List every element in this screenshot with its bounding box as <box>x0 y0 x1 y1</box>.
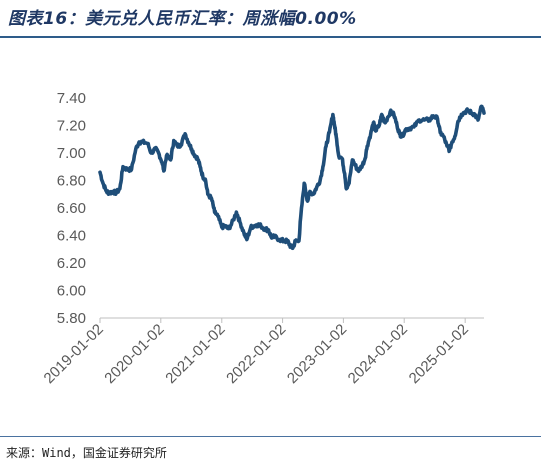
x-tick-label: 2019-01-02 <box>41 321 107 387</box>
x-axis-ticks: 2019-01-022020-01-022021-01-022022-01-02… <box>41 318 472 387</box>
bottom-rule <box>0 436 541 437</box>
chart-title: 图表16：美元兑人民币汇率：周涨幅0.00% <box>8 9 357 29</box>
y-tick-label: 5.80 <box>57 310 86 327</box>
y-axis-ticks: 5.80 6.00 6.20 6.40 6.60 6.80 7.00 7.20 7.40 <box>57 90 86 327</box>
y-tick-label: 7.20 <box>57 118 86 135</box>
x-tick-label: 2021-01-02 <box>162 321 228 387</box>
x-tick-label: 2022-01-02 <box>223 321 289 387</box>
series-line <box>98 104 486 251</box>
top-rule <box>0 36 541 38</box>
x-tick-label: 2023-01-02 <box>284 321 350 387</box>
y-tick-label: 6.80 <box>57 173 86 190</box>
x-tick-label: 2025-01-02 <box>406 321 472 387</box>
y-tick-label: 7.00 <box>57 145 86 162</box>
exchange-rate-chart: 5.80 6.00 6.20 6.40 6.60 6.80 7.00 7.20 7.40 201… <box>41 90 486 387</box>
x-tick-label: 2024-01-02 <box>345 321 411 387</box>
y-tick-label: 6.20 <box>57 255 86 272</box>
y-tick-label: 6.40 <box>57 228 86 245</box>
y-tick-label: 7.40 <box>57 90 86 107</box>
x-tick-label: 2020-01-02 <box>101 321 167 387</box>
y-tick-label: 6.60 <box>57 200 86 217</box>
source-note: 来源：Wind，国金证券研究所 <box>6 446 167 460</box>
y-tick-label: 6.00 <box>57 283 86 300</box>
